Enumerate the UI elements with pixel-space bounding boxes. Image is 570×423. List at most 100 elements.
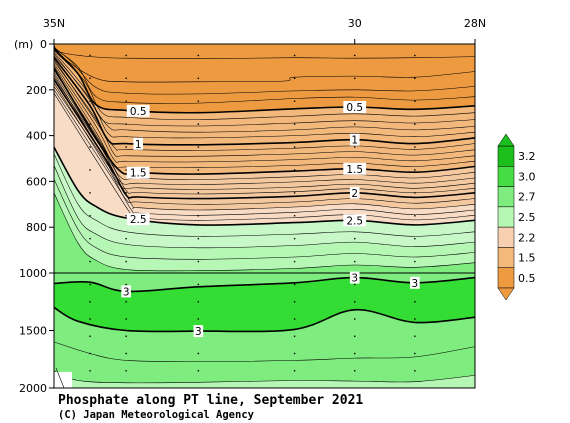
station-0-sample-15 [89, 370, 91, 372]
contour-label-14-0: 1.5 [130, 168, 147, 180]
station-5-sample-0 [414, 54, 416, 57]
contour-line-4 [54, 48, 475, 114]
station-0-sample-14 [89, 352, 91, 355]
plot-area: 0.5 0.5 1 1 1.5 1.5 2 2.5 2.5 3 3 3 3 [54, 44, 475, 388]
contour-label-29-0: 3 [123, 286, 130, 298]
station-2-sample-7 [197, 215, 200, 217]
station-0-sample-11 [89, 301, 91, 303]
contour-line-9 [54, 56, 475, 146]
station-3-sample-0 [293, 54, 296, 57]
station-3-sample-3 [293, 123, 296, 125]
legend-swatch-1 [497, 166, 515, 187]
contour-label-bg-9-0 [133, 137, 143, 150]
contour-line-5 [54, 50, 475, 120]
contour-label-bg-4-1 [343, 100, 367, 113]
station-1-sample-3 [125, 123, 127, 125]
station-0-sample-12 [89, 318, 91, 320]
station-0-sample-1 [89, 77, 91, 80]
station-5-sample-1 [414, 77, 416, 80]
legend-label-2: 2.7 [518, 191, 536, 204]
station-3-sample-5 [293, 169, 296, 171]
station-1-sample-0 [125, 54, 127, 57]
y-tick-label-1: 200 [26, 84, 47, 97]
y-tick-label-2: 400 [26, 130, 47, 143]
station-5-sample-2 [414, 100, 416, 102]
station-0-sample-7 [89, 215, 91, 217]
station-0-sample-10 [89, 283, 91, 286]
station-4-sample-9 [354, 260, 356, 263]
y-tick-label-5: 1000 [19, 267, 47, 280]
legend-label-3: 2.5 [518, 211, 536, 224]
station-5-sample-11 [414, 301, 416, 303]
station-5-sample-5 [414, 169, 416, 171]
contour-label-24-0: 2.5 [130, 214, 147, 226]
contour-line-25 [54, 153, 475, 237]
contour-line-26 [54, 165, 475, 249]
contour-line-8 [54, 55, 475, 139]
contour-line-0 [54, 44, 475, 59]
contour-line-16 [54, 72, 475, 185]
station-2-sample-14 [197, 352, 200, 355]
x-tick-label-2: 28N [464, 17, 486, 30]
contour-line-29 [54, 276, 475, 293]
y-tick-label-3: 600 [26, 175, 47, 188]
station-2-sample-15 [197, 370, 200, 372]
contour-label-bg-4-0 [126, 104, 150, 117]
station-0-sample-2 [89, 100, 91, 102]
contour-label-bg-14-0 [126, 166, 150, 179]
station-3-sample-14 [293, 352, 296, 355]
station-2-sample-6 [197, 192, 200, 194]
y-tick-label-4: 800 [26, 221, 47, 234]
station-3-sample-10 [293, 283, 296, 286]
station-5-sample-8 [414, 237, 416, 240]
station-2-sample-2 [197, 100, 200, 102]
station-1-sample-12 [125, 318, 127, 320]
contour-label-29-1: 3 [351, 273, 358, 285]
contour-line-15 [54, 70, 475, 180]
contour-line-11 [54, 61, 475, 158]
station-5-sample-6 [414, 192, 416, 194]
nodata-box [54, 371, 73, 388]
station-1-sample-1 [125, 77, 127, 80]
station-2-sample-4 [197, 146, 200, 148]
contour-label-bg-29-2 [410, 276, 420, 289]
station-0-sample-5 [89, 169, 91, 171]
contour-line-20 [54, 82, 475, 205]
station-1-sample-5 [125, 169, 127, 171]
contour-line-3 [54, 47, 475, 104]
contour-line-30 [54, 306, 475, 333]
contour-label-bg-24-1 [343, 214, 367, 227]
contour-line-18 [54, 77, 475, 195]
station-5-sample-12 [414, 318, 416, 320]
station-4-sample-11 [354, 301, 356, 303]
legend-label-4: 2.2 [518, 231, 536, 244]
y-tick-label-0: 0 [40, 38, 47, 51]
station-1-sample-2 [125, 100, 127, 102]
station-3-sample-4 [293, 146, 296, 148]
legend-swatch-6 [497, 267, 515, 289]
station-3-sample-8 [293, 237, 296, 240]
band-fill-above-3.0 [54, 277, 475, 332]
contour-line-23 [54, 93, 475, 221]
station-5-sample-13 [414, 335, 416, 337]
station-4-sample-15 [354, 370, 356, 372]
station-1-sample-8 [125, 237, 127, 240]
contour-line-13 [54, 65, 475, 169]
y-tick-label-7: 2000 [19, 382, 47, 395]
contour-label-bg-30-0 [193, 325, 204, 338]
station-2-sample-9 [197, 260, 200, 263]
contour-line-19 [54, 79, 475, 200]
contour-label-bg-14-1 [343, 162, 367, 175]
station-4-sample-3 [354, 123, 356, 125]
contour-label-29-2: 3 [412, 278, 419, 290]
station-2-sample-11 [197, 301, 200, 303]
chart-title: Phosphate along PT line, September 2021 [58, 393, 363, 408]
station-3-sample-13 [293, 335, 296, 337]
y-unit-label: (m) [14, 38, 33, 51]
station-4-sample-10 [354, 283, 356, 286]
station-4-sample-1 [354, 77, 356, 80]
station-0-sample-4 [89, 146, 91, 148]
legend-label-0: 3.2 [518, 150, 536, 163]
x-tick-label-0: 35N [43, 17, 65, 30]
